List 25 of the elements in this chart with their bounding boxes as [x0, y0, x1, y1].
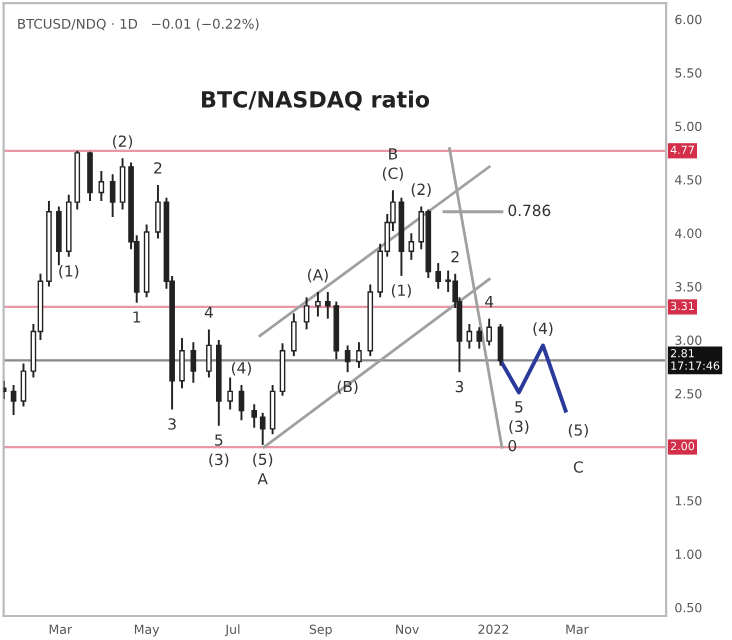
candlestick [109, 173, 116, 219]
candlestick [333, 300, 340, 361]
candlestick [98, 170, 105, 203]
candlestick [291, 312, 297, 358]
candlestick [251, 403, 258, 429]
candlestick [476, 326, 483, 350]
candlestick [356, 341, 362, 369]
candlestick [87, 150, 93, 203]
candlestick [259, 411, 266, 446]
candlestick [344, 344, 351, 374]
candlestick [56, 205, 62, 267]
candlestick [179, 336, 185, 390]
text: BTC/NASDAQ ratio [202, 90, 430, 111]
candlestick [466, 323, 473, 350]
candlestick [206, 328, 212, 379]
candlestick [435, 262, 442, 290]
candlestick [269, 384, 276, 436]
candlestick [227, 376, 233, 411]
candlestick [315, 290, 321, 318]
candlestick [190, 341, 197, 384]
candlestick [486, 317, 492, 347]
candlestick [20, 362, 27, 408]
candlestick [10, 384, 17, 416]
candlestick [303, 296, 310, 331]
candlestick [408, 232, 415, 261]
